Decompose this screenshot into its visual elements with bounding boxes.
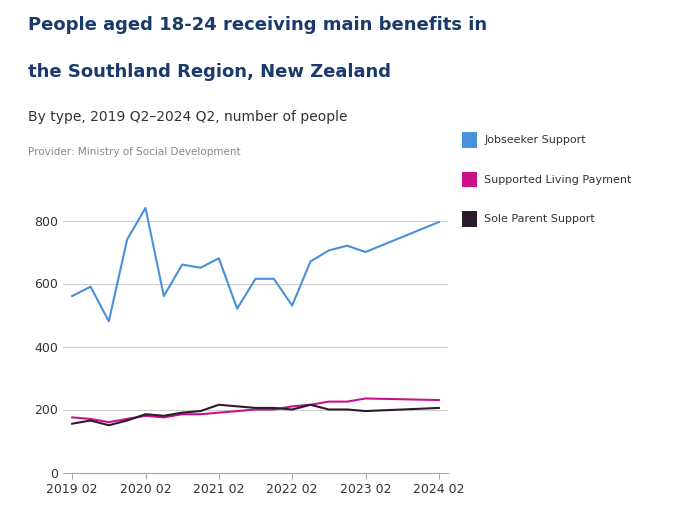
Text: figure.nz: figure.nz <box>564 30 648 48</box>
Text: the Southland Region, New Zealand: the Southland Region, New Zealand <box>28 63 391 81</box>
Text: People aged 18-24 receiving main benefits in: People aged 18-24 receiving main benefit… <box>28 16 487 34</box>
Text: Supported Living Payment: Supported Living Payment <box>484 174 632 185</box>
Text: Provider: Ministry of Social Development: Provider: Ministry of Social Development <box>28 147 241 157</box>
Text: Jobseeker Support: Jobseeker Support <box>484 135 586 145</box>
Text: By type, 2019 Q2–2024 Q2, number of people: By type, 2019 Q2–2024 Q2, number of peop… <box>28 110 347 124</box>
Text: Sole Parent Support: Sole Parent Support <box>484 214 595 224</box>
